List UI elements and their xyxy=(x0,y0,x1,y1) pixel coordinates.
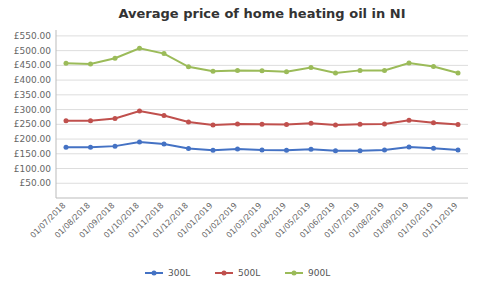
series-marker xyxy=(137,46,142,51)
grid-line xyxy=(56,80,468,81)
series-marker xyxy=(407,118,412,123)
grid-line xyxy=(56,168,468,169)
series-marker xyxy=(309,121,314,126)
series-marker xyxy=(456,71,461,76)
series-marker xyxy=(333,148,338,153)
legend-label: 300L xyxy=(168,268,190,278)
series-marker xyxy=(309,65,314,70)
y-tick-label: £150.00 xyxy=(14,149,51,159)
grid-line xyxy=(56,153,468,154)
series-marker xyxy=(358,148,363,153)
series-marker xyxy=(137,109,142,114)
grid-line xyxy=(56,94,468,95)
series-marker xyxy=(211,69,216,74)
series-marker xyxy=(456,122,461,127)
series-marker xyxy=(88,61,93,66)
grid-line xyxy=(56,65,468,66)
series-marker xyxy=(186,119,191,124)
series-marker xyxy=(260,122,265,127)
series-marker xyxy=(211,148,216,153)
series-marker xyxy=(113,144,118,149)
y-tick-label: £50.00 xyxy=(20,178,52,188)
y-tick-label: £500.00 xyxy=(14,46,51,56)
series-marker xyxy=(64,118,69,123)
series-marker xyxy=(113,116,118,121)
series-marker xyxy=(382,122,387,127)
series-marker xyxy=(235,68,240,73)
y-tick-label: £400.00 xyxy=(14,75,51,85)
series-marker xyxy=(431,146,436,151)
series-marker xyxy=(431,120,436,125)
series-marker xyxy=(333,122,338,127)
series-marker xyxy=(407,145,412,150)
chart: Average price of home heating oil in NI £… xyxy=(0,0,480,289)
series-marker xyxy=(284,122,289,127)
series-marker xyxy=(431,64,436,69)
y-tick-label: £300.00 xyxy=(14,105,51,115)
series-marker xyxy=(162,142,167,147)
y-tick-label: £200.00 xyxy=(14,134,51,144)
y-tick-label: £450.00 xyxy=(14,60,51,70)
title: Average price of home heating oil in NI xyxy=(118,6,405,21)
series-marker xyxy=(382,68,387,73)
y-tick-label: £550.00 xyxy=(14,31,51,41)
y-tick-label: £100.00 xyxy=(14,164,51,174)
x-axis-line xyxy=(56,198,468,199)
y-axis-line xyxy=(56,30,57,198)
series-marker xyxy=(260,68,265,73)
grid-line xyxy=(56,109,468,110)
series-marker xyxy=(186,64,191,69)
x-tick-label: 01/11/2019 xyxy=(420,201,459,240)
series-marker xyxy=(113,56,118,61)
plot-area xyxy=(64,46,461,154)
series-marker xyxy=(137,140,142,145)
series-marker xyxy=(284,69,289,74)
y-tick-label: £350.00 xyxy=(14,90,51,100)
legend: 300L 500L 900L xyxy=(145,268,330,278)
series-marker xyxy=(88,118,93,123)
y-tick-label: £250.00 xyxy=(14,119,51,129)
series-marker xyxy=(186,146,191,151)
series-marker xyxy=(162,51,167,56)
y-axis: £50.00 £100.00 £150.00 £200.00 £250.00 £300.0… xyxy=(14,31,468,188)
series-marker xyxy=(407,61,412,66)
series-marker xyxy=(260,147,265,152)
series-marker xyxy=(211,122,216,127)
series-marker xyxy=(382,147,387,152)
x-axis: 01/07/201801/08/201801/09/201801/10/2018… xyxy=(28,201,459,240)
legend-label: 900L xyxy=(308,268,330,278)
legend-marker xyxy=(152,271,157,276)
series-marker xyxy=(358,68,363,73)
series-marker xyxy=(64,145,69,150)
grid-line xyxy=(56,35,468,36)
series-marker xyxy=(235,122,240,127)
series-marker xyxy=(358,122,363,127)
grid-line xyxy=(56,50,468,51)
series-marker xyxy=(456,147,461,152)
series-marker xyxy=(162,113,167,118)
series-marker xyxy=(333,71,338,76)
legend-marker xyxy=(292,271,297,276)
legend-marker xyxy=(222,271,227,276)
series-line xyxy=(66,48,458,73)
grid-line xyxy=(56,183,468,184)
series-marker xyxy=(235,147,240,152)
series-marker xyxy=(88,145,93,150)
series-marker xyxy=(284,148,289,153)
series-marker xyxy=(309,147,314,152)
grid-line xyxy=(56,139,468,140)
legend-label: 500L xyxy=(238,268,260,278)
series-marker xyxy=(64,61,69,66)
